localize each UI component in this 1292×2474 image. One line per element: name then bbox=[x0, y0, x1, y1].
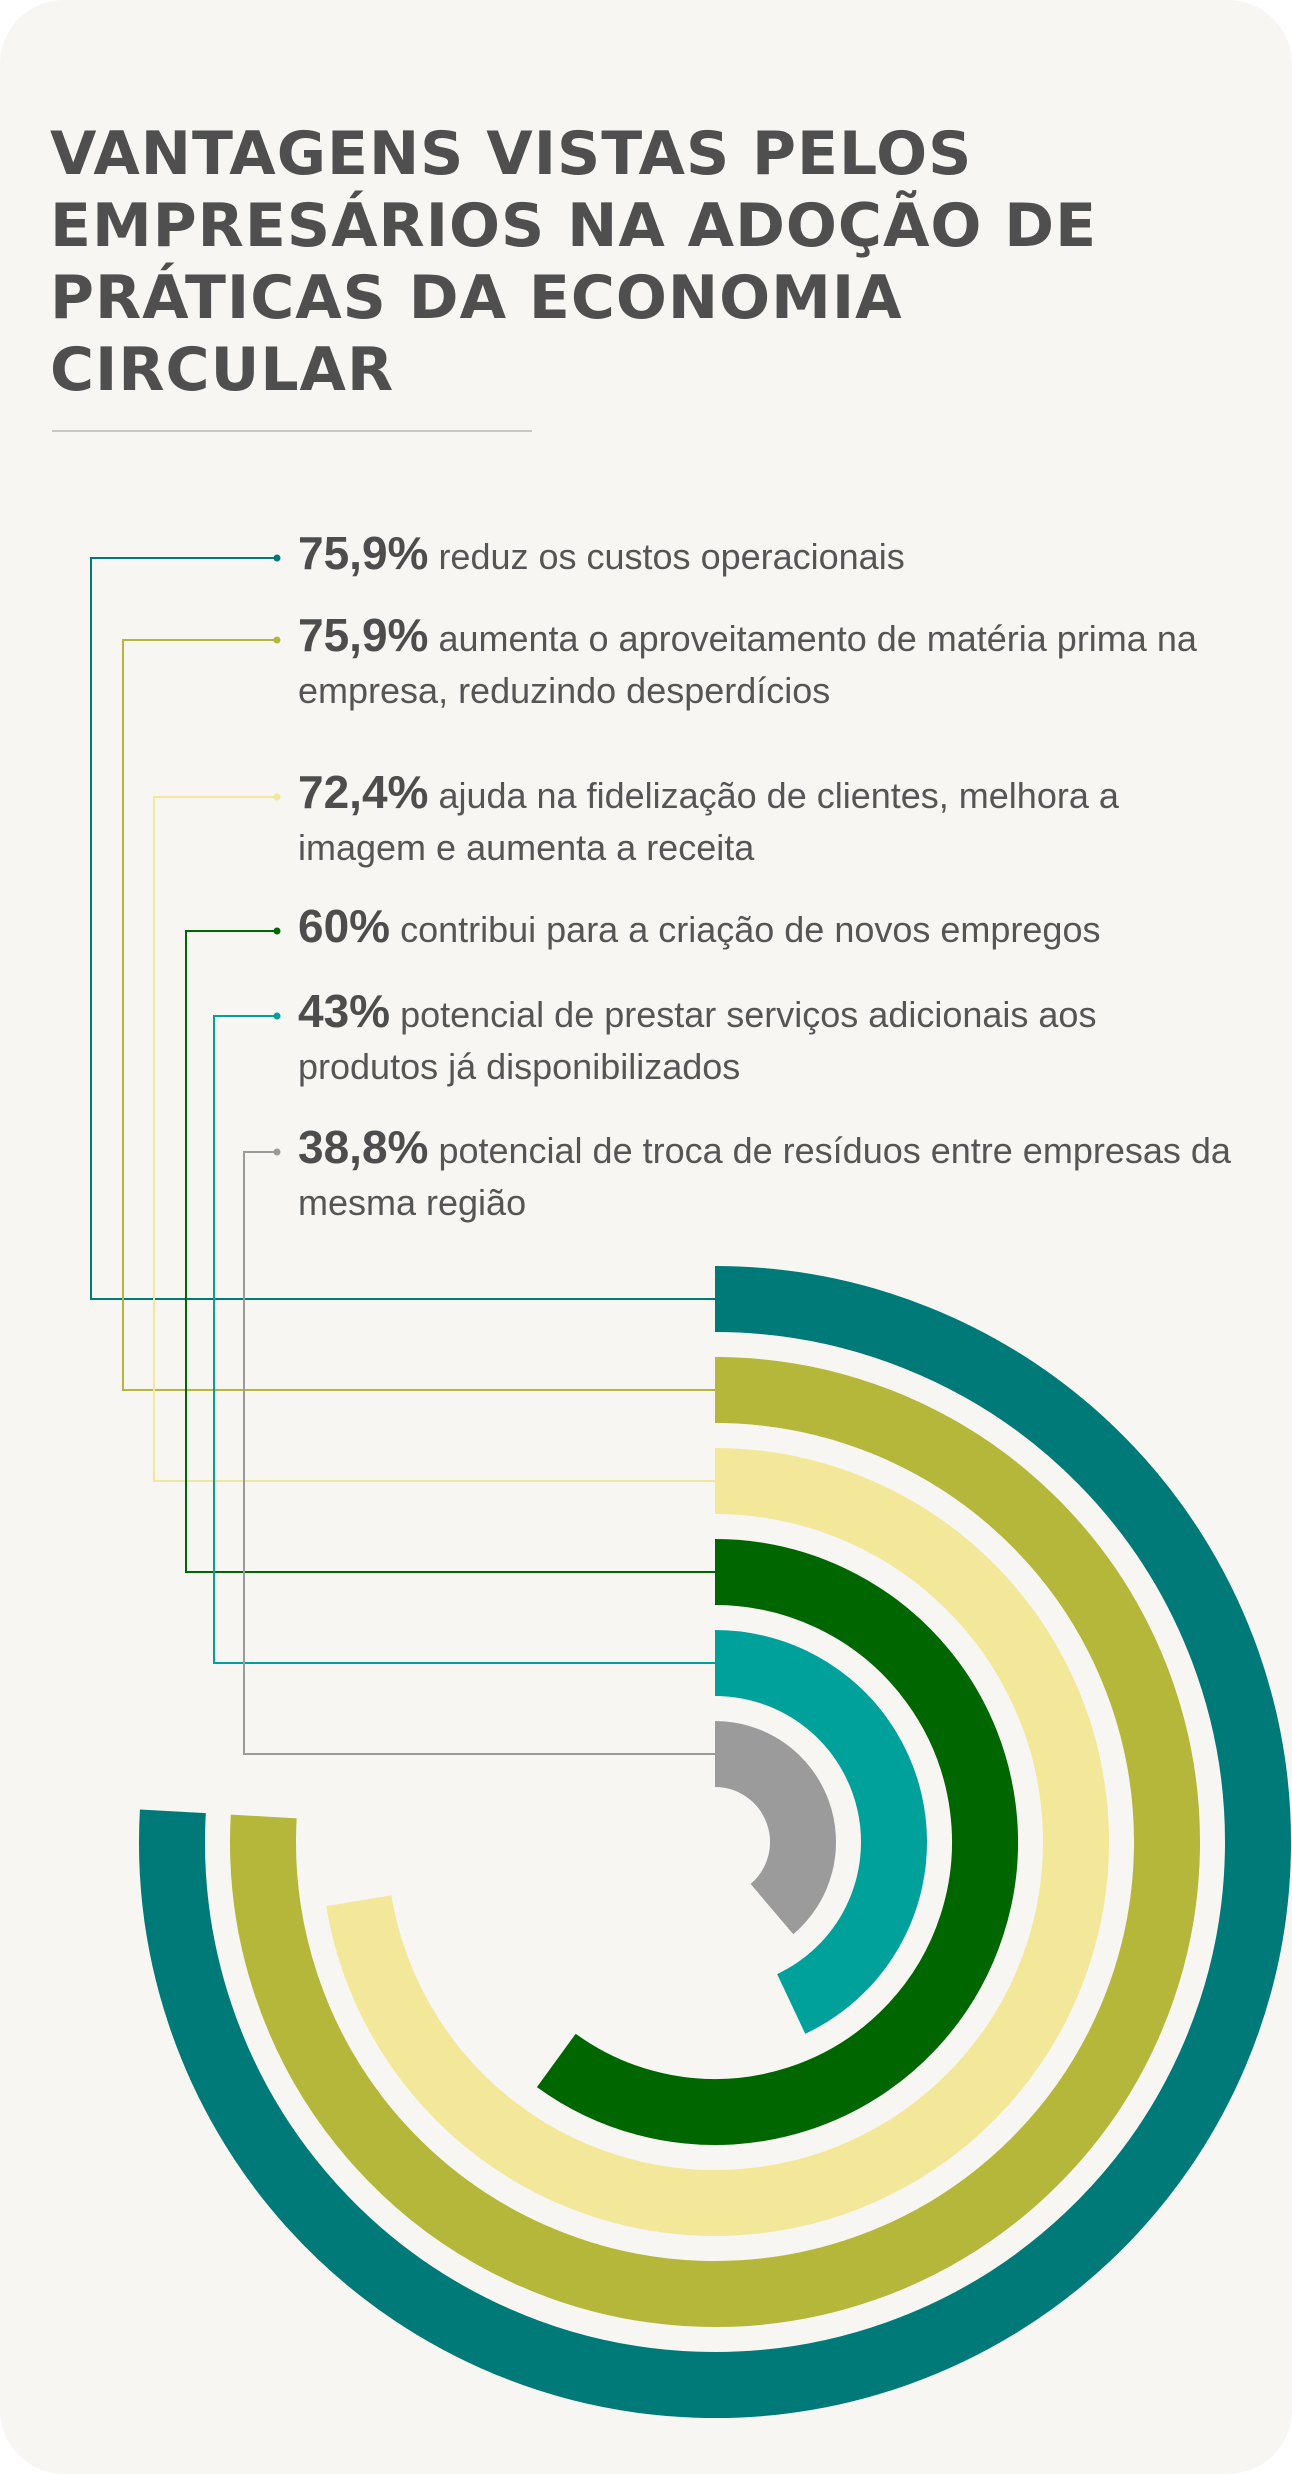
arc-bar-3 bbox=[326, 1448, 1109, 2236]
percent-label: 38,8% bbox=[298, 1121, 429, 1173]
arc-bar-5 bbox=[714, 1630, 927, 2034]
arc-bar-2 bbox=[230, 1357, 1200, 2327]
connector-dot-6 bbox=[273, 1148, 281, 1156]
arc-bar-1 bbox=[139, 1266, 1291, 2418]
connector-line-2 bbox=[122, 639, 715, 1391]
page-title: VANTAGENS VISTAS PELOS EMPRESÁRIOS NA AD… bbox=[50, 119, 1098, 405]
legend-item-6: 38,8% potencial de troca de resíduos entr… bbox=[298, 1121, 1238, 1229]
connector-line-4 bbox=[185, 930, 715, 1573]
legend-item-4: 60% contribui para a criação de novos emp… bbox=[298, 900, 1238, 956]
legend-item-2: 75,9% aumenta o aproveitamento de matéria… bbox=[298, 609, 1238, 717]
connector-dot-5 bbox=[273, 1012, 281, 1020]
description-label: ajuda na fidelização de clientes, melhor… bbox=[298, 775, 1119, 868]
connector-dot-4 bbox=[273, 927, 281, 935]
arc-bar-6 bbox=[713, 1721, 836, 1935]
percent-label: 60% bbox=[298, 900, 391, 952]
connector-dot-3 bbox=[273, 793, 281, 801]
description-label: reduz os custos operacionais bbox=[438, 536, 905, 577]
legend-item-5: 43% potencial de prestar serviços adicion… bbox=[298, 985, 1238, 1093]
legend-item-3: 72,4% ajuda na fidelização de clientes, m… bbox=[298, 766, 1238, 874]
connector-line-3 bbox=[153, 796, 715, 1482]
legend-item-1: 75,9% reduz os custos operacionais bbox=[298, 527, 1238, 583]
connector-dot-1 bbox=[273, 554, 281, 562]
description-label: potencial de prestar serviços adicionais… bbox=[298, 994, 1097, 1087]
arc-bar-4 bbox=[536, 1539, 1018, 2145]
connector-line-6 bbox=[243, 1151, 715, 1755]
title-divider bbox=[52, 430, 532, 432]
percent-label: 43% bbox=[298, 985, 391, 1037]
connector-dot-2 bbox=[273, 636, 281, 644]
percent-label: 75,9% bbox=[298, 527, 429, 579]
percent-label: 72,4% bbox=[298, 766, 429, 818]
connector-line-5 bbox=[213, 1015, 715, 1664]
percent-label: 75,9% bbox=[298, 609, 429, 661]
description-label: contribui para a criação de novos empreg… bbox=[400, 909, 1101, 950]
connector-line-1 bbox=[90, 557, 715, 1300]
description-label: aumenta o aproveitamento de matéria prim… bbox=[298, 618, 1197, 711]
description-label: potencial de troca de resíduos entre emp… bbox=[298, 1130, 1231, 1223]
